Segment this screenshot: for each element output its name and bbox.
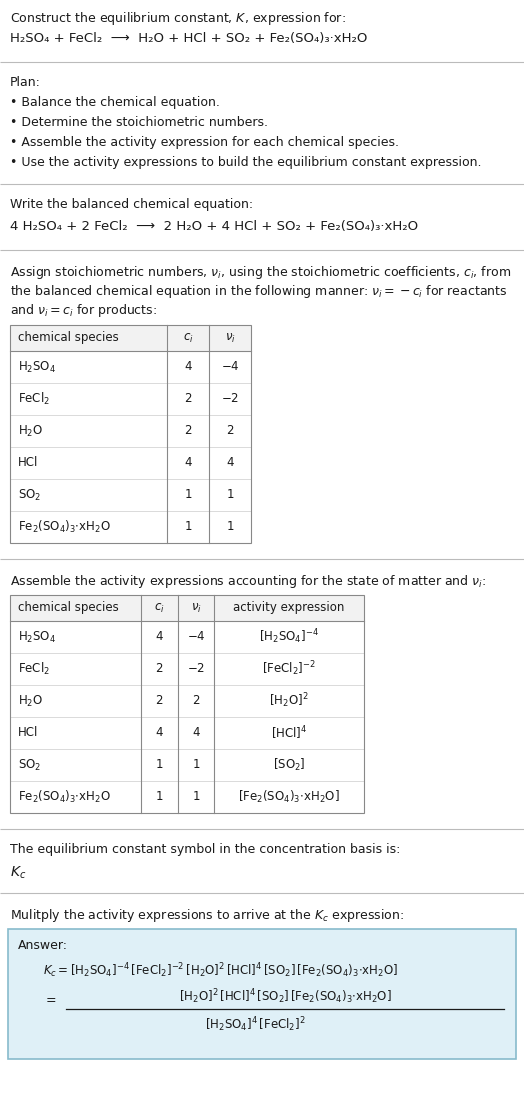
- Text: 4: 4: [184, 361, 192, 373]
- Text: $-4$: $-4$: [187, 631, 205, 644]
- Text: • Assemble the activity expression for each chemical species.: • Assemble the activity expression for e…: [10, 136, 399, 149]
- Text: Write the balanced chemical equation:: Write the balanced chemical equation:: [10, 197, 253, 211]
- Text: 4 H₂SO₄ + 2 FeCl₂  ⟶  2 H₂O + 4 HCl + SO₂ + Fe₂(SO₄)₃·xH₂O: 4 H₂SO₄ + 2 FeCl₂ ⟶ 2 H₂O + 4 HCl + SO₂ …: [10, 220, 418, 233]
- Text: $\mathrm{FeCl_2}$: $\mathrm{FeCl_2}$: [18, 661, 50, 677]
- Text: 2: 2: [156, 694, 163, 708]
- Text: 4: 4: [192, 726, 200, 739]
- Text: and $\nu_i = c_i$ for products:: and $\nu_i = c_i$ for products:: [10, 302, 157, 319]
- Text: Mulitply the activity expressions to arrive at the $K_c$ expression:: Mulitply the activity expressions to arr…: [10, 907, 405, 924]
- Text: 1: 1: [184, 488, 192, 501]
- Text: 2: 2: [192, 694, 200, 708]
- Text: Assign stoichiometric numbers, $\nu_i$, using the stoichiometric coefficients, $: Assign stoichiometric numbers, $\nu_i$, …: [10, 264, 511, 281]
- Text: the balanced chemical equation in the following manner: $\nu_i = -c_i$ for react: the balanced chemical equation in the fo…: [10, 283, 507, 299]
- Text: $[\mathrm{SO_2}]$: $[\mathrm{SO_2}]$: [272, 757, 305, 773]
- Text: chemical species: chemical species: [18, 331, 119, 344]
- Text: 1: 1: [192, 758, 200, 771]
- Text: 1: 1: [192, 791, 200, 803]
- Text: chemical species: chemical species: [18, 601, 119, 614]
- Text: 1: 1: [156, 791, 163, 803]
- Text: H₂SO₄ + FeCl₂  ⟶  H₂O + HCl + SO₂ + Fe₂(SO₄)₃·xH₂O: H₂SO₄ + FeCl₂ ⟶ H₂O + HCl + SO₂ + Fe₂(SO…: [10, 32, 367, 45]
- Text: 4: 4: [156, 631, 163, 644]
- Text: $[\mathrm{FeCl_2}]^{-2}$: $[\mathrm{FeCl_2}]^{-2}$: [262, 659, 316, 678]
- Text: $\mathrm{SO_2}$: $\mathrm{SO_2}$: [18, 757, 41, 772]
- Text: $\mathrm{H_2O}$: $\mathrm{H_2O}$: [18, 423, 43, 439]
- Text: Construct the equilibrium constant, $K$, expression for:: Construct the equilibrium constant, $K$,…: [10, 10, 346, 27]
- Text: $\mathrm{FeCl_2}$: $\mathrm{FeCl_2}$: [18, 391, 50, 407]
- Text: 1: 1: [184, 520, 192, 533]
- Text: $[\mathrm{H_2O}]^2\,[\mathrm{HCl}]^4\,[\mathrm{SO_2}]\,[\mathrm{Fe_2(SO_4)_3{\cd: $[\mathrm{H_2O}]^2\,[\mathrm{HCl}]^4\,[\…: [179, 987, 391, 1006]
- Bar: [10, 325, 251, 543]
- Text: $-2$: $-2$: [187, 663, 205, 676]
- Text: $\mathrm{H_2O}$: $\mathrm{H_2O}$: [18, 693, 43, 709]
- Bar: [10, 595, 364, 621]
- Text: $[\mathrm{Fe_2(SO_4)_3{\cdot}xH_2O}]$: $[\mathrm{Fe_2(SO_4)_3{\cdot}xH_2O}]$: [238, 789, 340, 805]
- Text: $-4$: $-4$: [221, 361, 239, 373]
- Text: $\mathrm{H_2SO_4}$: $\mathrm{H_2SO_4}$: [18, 630, 56, 645]
- Text: $[\mathrm{H_2O}]^2$: $[\mathrm{H_2O}]^2$: [269, 691, 309, 711]
- Text: $\mathrm{SO_2}$: $\mathrm{SO_2}$: [18, 487, 41, 502]
- Text: The equilibrium constant symbol in the concentration basis is:: The equilibrium constant symbol in the c…: [10, 842, 400, 856]
- Text: Answer:: Answer:: [18, 939, 68, 952]
- Text: $c_i$: $c_i$: [183, 331, 193, 344]
- Text: $=$: $=$: [43, 993, 57, 1006]
- Text: HCl: HCl: [18, 726, 38, 739]
- Text: 4: 4: [226, 456, 234, 470]
- Bar: [8, 929, 516, 1059]
- Bar: [10, 595, 364, 813]
- Text: 1: 1: [226, 488, 234, 501]
- Text: $-2$: $-2$: [221, 393, 239, 406]
- Text: $\nu_i$: $\nu_i$: [225, 331, 235, 344]
- Text: activity expression: activity expression: [233, 601, 345, 614]
- Text: $[\mathrm{H_2SO_4}]^4\,[\mathrm{FeCl_2}]^2$: $[\mathrm{H_2SO_4}]^4\,[\mathrm{FeCl_2}]…: [205, 1015, 305, 1033]
- Text: 2: 2: [226, 425, 234, 438]
- Text: 2: 2: [156, 663, 163, 676]
- Text: $\mathrm{Fe_2(SO_4)_3{\cdot}xH_2O}$: $\mathrm{Fe_2(SO_4)_3{\cdot}xH_2O}$: [18, 789, 111, 805]
- Text: 4: 4: [156, 726, 163, 739]
- Text: 1: 1: [226, 520, 234, 533]
- Text: $[\mathrm{H_2SO_4}]^{-4}$: $[\mathrm{H_2SO_4}]^{-4}$: [259, 627, 319, 646]
- Text: 2: 2: [184, 393, 192, 406]
- Text: $\mathrm{Fe_2(SO_4)_3{\cdot}xH_2O}$: $\mathrm{Fe_2(SO_4)_3{\cdot}xH_2O}$: [18, 519, 111, 535]
- Text: 1: 1: [156, 758, 163, 771]
- Text: Assemble the activity expressions accounting for the state of matter and $\nu_i$: Assemble the activity expressions accoun…: [10, 573, 486, 590]
- Text: • Use the activity expressions to build the equilibrium constant expression.: • Use the activity expressions to build …: [10, 156, 482, 169]
- Text: $K_c$: $K_c$: [10, 866, 26, 881]
- Text: $c_i$: $c_i$: [154, 601, 165, 614]
- Text: • Determine the stoichiometric numbers.: • Determine the stoichiometric numbers.: [10, 116, 268, 129]
- Text: HCl: HCl: [18, 456, 38, 470]
- Text: 4: 4: [184, 456, 192, 470]
- Text: $\nu_i$: $\nu_i$: [191, 601, 201, 614]
- Text: $[\mathrm{HCl}]^4$: $[\mathrm{HCl}]^4$: [271, 724, 307, 742]
- Bar: [10, 325, 251, 351]
- Text: Plan:: Plan:: [10, 76, 41, 89]
- Text: $\mathrm{H_2SO_4}$: $\mathrm{H_2SO_4}$: [18, 360, 56, 374]
- Text: $K_c = [\mathrm{H_2SO_4}]^{-4}\,[\mathrm{FeCl_2}]^{-2}\,[\mathrm{H_2O}]^2\,[\mat: $K_c = [\mathrm{H_2SO_4}]^{-4}\,[\mathrm…: [43, 961, 398, 980]
- Text: • Balance the chemical equation.: • Balance the chemical equation.: [10, 97, 220, 109]
- Text: 2: 2: [184, 425, 192, 438]
